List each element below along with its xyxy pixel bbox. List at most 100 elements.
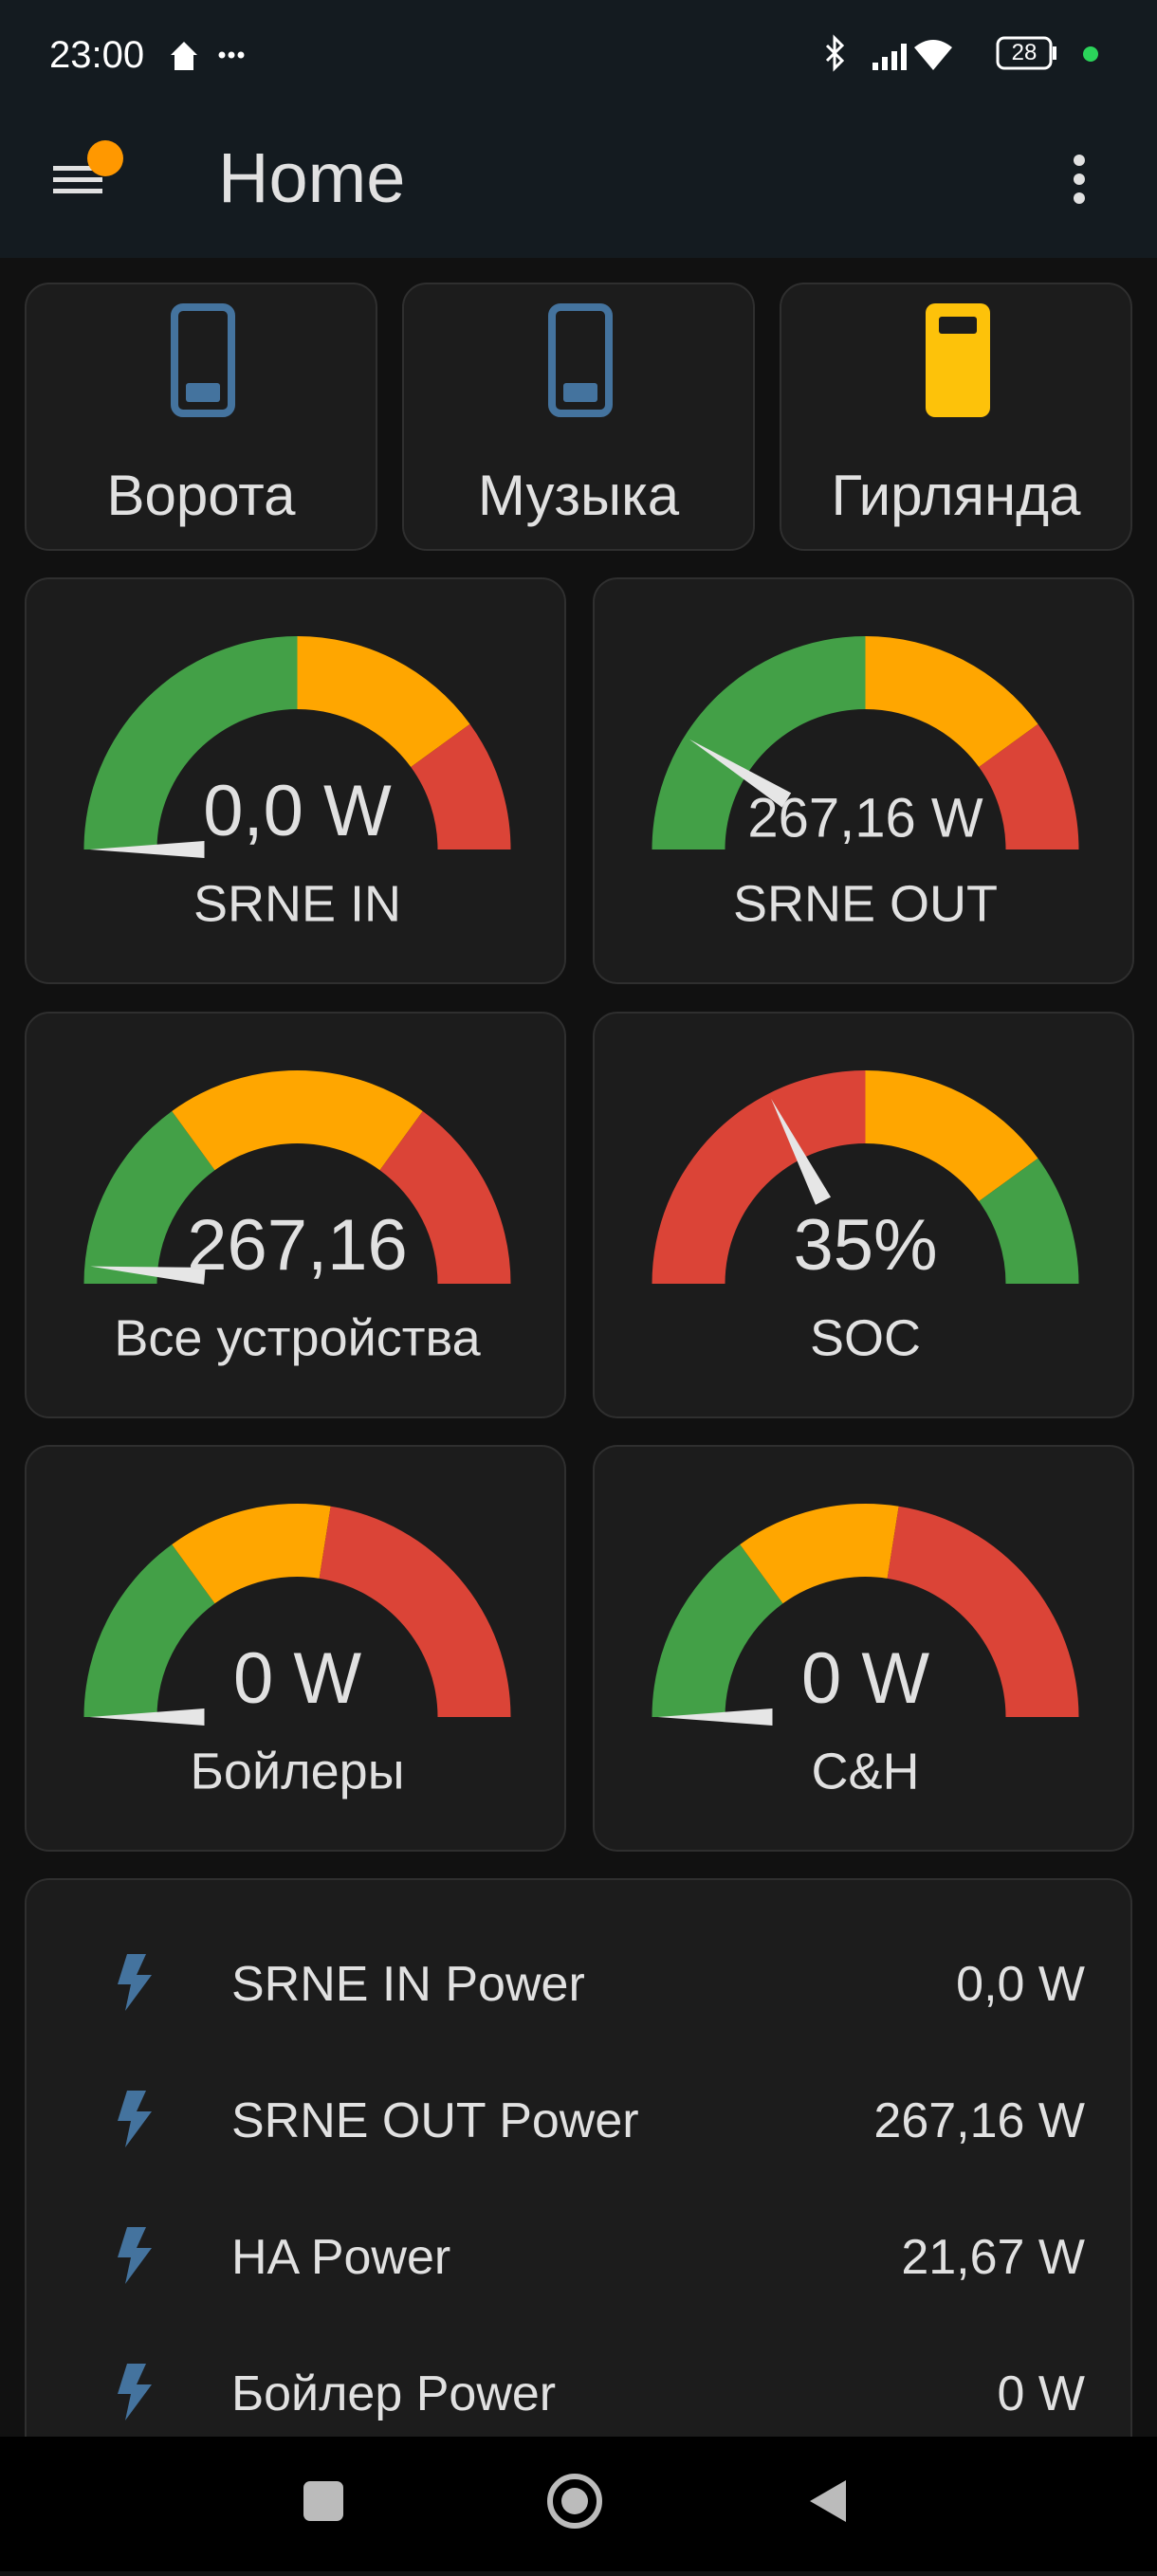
entity-icon	[118, 1954, 152, 2011]
battery-level: 28	[1011, 40, 1038, 65]
gauge-band	[865, 636, 1038, 768]
app-header: Home	[0, 100, 1157, 258]
gauge: 267,16 W SRNE OUT	[652, 636, 1079, 932]
time: 23:00	[49, 34, 145, 76]
gauge-band	[319, 1506, 511, 1717]
gauge-value: 0 W	[801, 1638, 929, 1719]
gauge-value: 267,16 W	[747, 787, 983, 849]
gauge-name: SOC	[810, 1309, 921, 1366]
gauge-value: 267,16	[187, 1205, 407, 1286]
gauge-card[interactable]: 35% SOC	[593, 1012, 1134, 1418]
button-label: Гирлянда	[831, 464, 1081, 527]
bolt	[118, 2091, 152, 2147]
gauge-needle	[689, 739, 792, 808]
back-button[interactable]	[810, 2480, 846, 2522]
entity-state: 0 W	[997, 2366, 1085, 2421]
device-slot	[939, 317, 977, 334]
recents-button[interactable]	[303, 2481, 343, 2521]
entity-state: 21,67 W	[901, 2230, 1085, 2285]
gauge-name: C&H	[811, 1743, 919, 1800]
entity-name: SRNE OUT Power	[231, 2093, 639, 2148]
system-icons	[825, 34, 1056, 72]
gauge: 267,16 Все устройства	[83, 1070, 511, 1366]
entity-row[interactable]: SRNE OUT Power 267,16 W	[27, 2072, 1130, 2166]
entity-row[interactable]: SRNE IN Power 0,0 W	[27, 1935, 1130, 2030]
device-outline	[548, 303, 613, 417]
button-icon	[926, 303, 990, 417]
button-card[interactable]: Музыка	[402, 283, 755, 551]
more-button[interactable]	[1062, 147, 1096, 213]
entity-row[interactable]: HA Power 21,67 W	[27, 2208, 1130, 2303]
gauge-name: SRNE IN	[193, 875, 401, 932]
gauge-band	[172, 1504, 331, 1604]
button-label: Ворота	[106, 464, 296, 527]
entity-name: Бойлер Power	[231, 2366, 557, 2421]
gauge-needle	[89, 841, 205, 858]
gauge-needle	[771, 1098, 832, 1205]
device-fill	[563, 383, 597, 402]
gauge-band	[979, 1158, 1079, 1284]
entity-icon	[118, 2227, 152, 2284]
gauge-name: Бойлеры	[190, 1743, 404, 1800]
gauge-name: Все устройства	[114, 1309, 481, 1366]
gauge-band	[887, 1506, 1079, 1717]
device-fill	[186, 383, 220, 402]
gauge-band	[979, 723, 1079, 850]
gauge-band	[83, 1544, 215, 1717]
gauge-card[interactable]: 0 W Бойлеры	[25, 1445, 566, 1852]
gauge-band	[297, 636, 470, 768]
button-icon	[171, 303, 235, 417]
gauge: 35% SOC	[652, 1070, 1079, 1366]
status-bar: 23:00 28	[0, 0, 1157, 100]
status-icons	[171, 42, 245, 70]
gauge-value: 35%	[793, 1205, 937, 1286]
gauge-value: 0 W	[233, 1638, 361, 1719]
gauge-band	[652, 1544, 783, 1717]
entity-icon	[118, 2364, 152, 2421]
button-card[interactable]: Ворота	[25, 283, 377, 551]
gauge: 0,0 W SRNE IN	[83, 636, 511, 932]
gauge-band	[652, 636, 866, 850]
menu-button[interactable]	[47, 137, 133, 204]
gauge-value: 0,0 W	[203, 771, 392, 851]
gauge-band	[83, 1110, 215, 1284]
gauge-band	[172, 1070, 423, 1171]
gauge-name: SRNE OUT	[733, 875, 998, 932]
device-outline	[171, 303, 235, 417]
home-button[interactable]	[547, 2474, 602, 2529]
gauge-band	[740, 1504, 899, 1604]
entity-state: 267,16 W	[873, 2093, 1085, 2148]
entity-icon	[118, 2091, 152, 2147]
button-card[interactable]: Гирлянда	[780, 283, 1132, 551]
bolt	[118, 2227, 152, 2284]
bolt	[118, 2364, 152, 2421]
gauge-band	[652, 1070, 866, 1284]
nav-bar	[0, 2437, 1157, 2571]
entities-card: SRNE IN Power 0,0 W SRNE OUT Power 267,16 W…	[25, 1878, 1132, 2485]
dot	[1083, 46, 1098, 62]
gauge-band	[83, 636, 298, 850]
gauge-card[interactable]: 0 W C&H	[593, 1445, 1134, 1852]
entity-row[interactable]: Бойлер Power 0 W	[27, 2345, 1130, 2439]
gauge: 0 W Бойлеры	[83, 1504, 511, 1800]
gauge-needle	[89, 1708, 205, 1726]
gauge-needle	[90, 1266, 206, 1285]
gauge-band	[379, 1110, 511, 1284]
entity-name: HA Power	[231, 2230, 451, 2285]
gauge: 0 W C&H	[652, 1504, 1079, 1800]
nav-buttons	[303, 2474, 846, 2529]
home-dot	[561, 2488, 588, 2514]
bolt	[118, 1954, 152, 2011]
gauge-card[interactable]: 0,0 W SRNE IN	[25, 577, 566, 984]
entity-state: 0,0 W	[956, 1957, 1085, 2012]
gauge-card[interactable]: 267,16 Все устройства	[25, 1012, 566, 1418]
gauge-band	[411, 723, 511, 850]
button-icon	[548, 303, 613, 417]
button-label: Музыка	[477, 464, 680, 527]
gauge-band	[865, 1070, 1038, 1202]
gauge-card[interactable]: 267,16 W SRNE OUT	[593, 577, 1134, 984]
entity-name: SRNE IN Power	[231, 1957, 585, 2012]
gauge-needle	[657, 1708, 773, 1726]
page-title: Home	[218, 138, 406, 217]
